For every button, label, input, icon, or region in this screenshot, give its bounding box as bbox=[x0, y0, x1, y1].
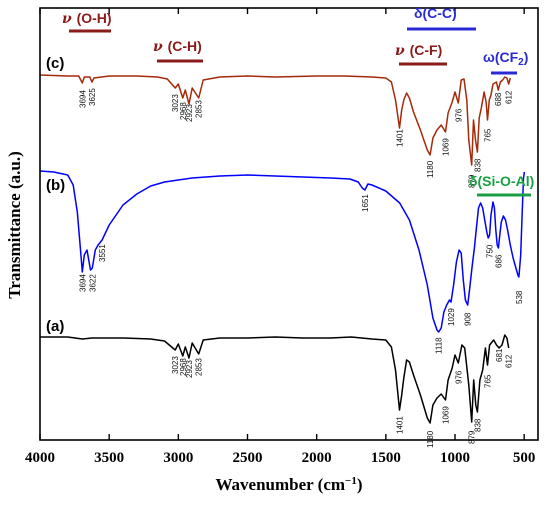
peak-label-c: 2853 bbox=[195, 100, 204, 118]
peak-label-a: 681 bbox=[495, 348, 504, 362]
x-tick-label: 1000 bbox=[440, 450, 470, 466]
peak-label-b: 686 bbox=[494, 254, 503, 268]
series-b-line bbox=[39, 170, 526, 333]
y-axis-label: Transmittance (a.u.) bbox=[5, 151, 24, 298]
series-a-line bbox=[40, 334, 510, 424]
peak-label-c: 3625 bbox=[88, 88, 97, 106]
peak-label-a: 976 bbox=[454, 370, 463, 384]
peak-label-b: 908 bbox=[464, 312, 473, 326]
peak-label-b: 3551 bbox=[98, 244, 107, 262]
peak-label-a: 1180 bbox=[426, 430, 435, 448]
peak-label-c: 612 bbox=[505, 90, 514, 104]
curve-label-c: (c) bbox=[46, 55, 64, 72]
peak-label-b: 538 bbox=[515, 290, 524, 304]
peak-label-a: 2853 bbox=[195, 358, 204, 376]
band-label-sioal: δ(Si-O-Al) bbox=[469, 173, 534, 189]
peak-label-b: 3622 bbox=[88, 274, 97, 292]
curve-label-a: (a) bbox=[46, 318, 64, 335]
peak-label-a: 879 bbox=[468, 430, 477, 444]
peak-label-c: 2968 bbox=[179, 102, 188, 120]
peak-label-b: 1651 bbox=[361, 194, 370, 212]
x-tick-label: 500 bbox=[513, 450, 536, 466]
peak-label-b: 750 bbox=[486, 244, 495, 258]
peak-label-a: 3023 bbox=[171, 356, 180, 374]
axes: 4000 3500 3000 2500 2000 1500 1000 500 Wavenumbe… bbox=[5, 7, 539, 494]
band-label-cf: ν (C-F) bbox=[395, 42, 442, 59]
peak-label-b: 3694 bbox=[78, 274, 87, 292]
x-tick-label: 1500 bbox=[371, 450, 401, 466]
band-label-oh: ν (O-H) bbox=[62, 10, 112, 27]
band-label-ch: ν (C-H) bbox=[153, 38, 202, 55]
peak-label-c: 3023 bbox=[171, 94, 180, 112]
x-tick-label: 4000 bbox=[25, 450, 55, 466]
x-tick-label: 2000 bbox=[302, 450, 332, 466]
peak-label-c: 1180 bbox=[426, 160, 435, 178]
curve-label-b: (b) bbox=[46, 177, 65, 194]
plot-area bbox=[39, 74, 526, 424]
peak-label-a: 612 bbox=[505, 354, 514, 368]
x-axis-label: Wavenumber (cm−1) bbox=[216, 475, 363, 494]
band-assignments: ν (O-H) ν (C-H) ν (C-F) δ(C-C) ω(CF2) δ(Si-O-… bbox=[62, 5, 534, 197]
peak-label-c: 976 bbox=[454, 108, 463, 122]
peak-label-c: 838 bbox=[473, 158, 482, 172]
peak-label-a: 1401 bbox=[396, 416, 405, 434]
x-tick-label: 3000 bbox=[163, 450, 193, 466]
peak-label-c: 2923 bbox=[185, 104, 194, 122]
peak-label-a: 1069 bbox=[442, 406, 451, 424]
peak-label-c: 3694 bbox=[78, 90, 87, 108]
x-tick-label: 3500 bbox=[94, 450, 124, 466]
peak-label-b: 1029 bbox=[447, 308, 456, 326]
peak-label-c: 1069 bbox=[442, 138, 451, 156]
peak-label-a: 2923 bbox=[185, 360, 194, 378]
peak-label-c: 1401 bbox=[396, 129, 405, 147]
band-label-cc: δ(C-C) bbox=[414, 5, 457, 21]
plot-frame bbox=[39, 7, 539, 441]
peak-label-a: 838 bbox=[473, 418, 482, 432]
peak-label-c: 765 bbox=[484, 128, 493, 142]
peak-label-c: 879 bbox=[468, 174, 477, 188]
curve-labels: (a) (b) (c) bbox=[46, 55, 65, 335]
peak-label-b: 1118 bbox=[435, 337, 444, 354]
x-tick-label: 2500 bbox=[233, 450, 263, 466]
peak-label-a: 765 bbox=[484, 374, 493, 388]
peak-label-a: 2968 bbox=[179, 358, 188, 376]
band-label-cf2: ω(CF2) bbox=[483, 49, 528, 68]
series-c-line bbox=[39, 74, 512, 166]
peak-label-c: 688 bbox=[494, 92, 503, 106]
